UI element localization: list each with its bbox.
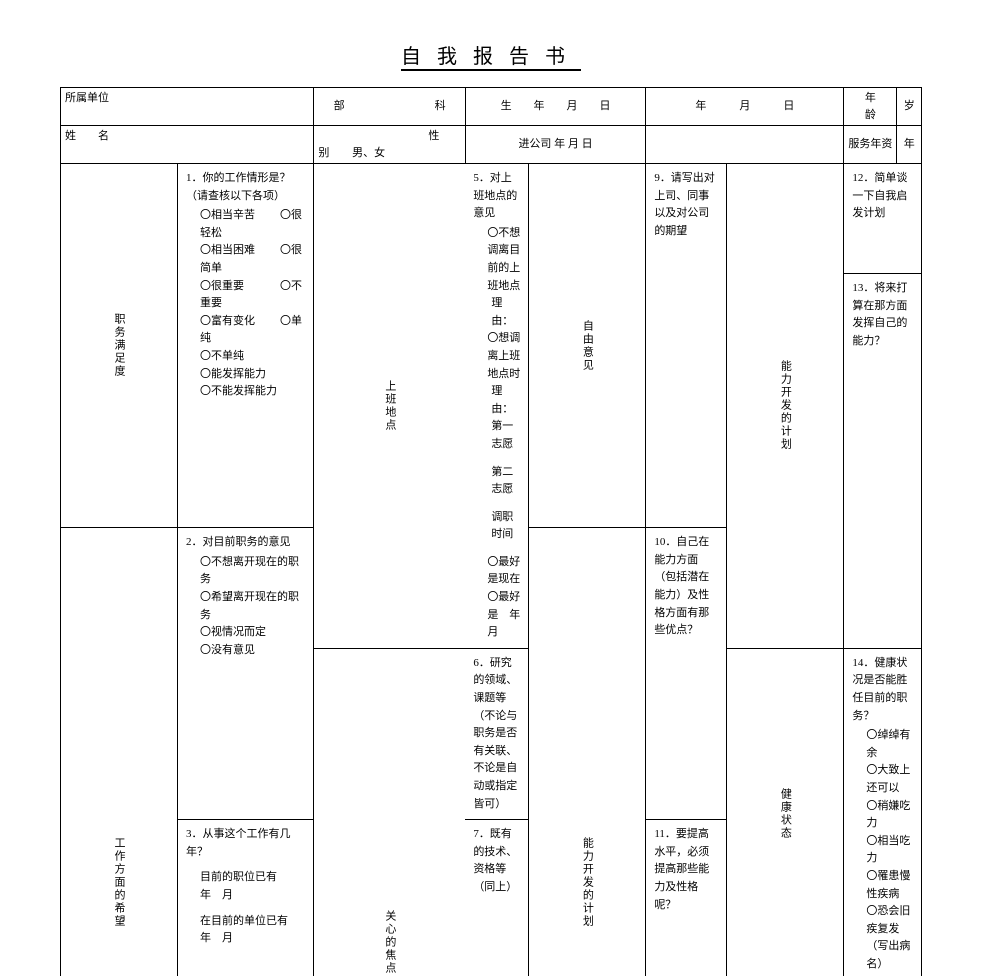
q9-text: 9．请写出对上司、同事以及对公司的期望 bbox=[654, 170, 718, 240]
q12-cell: 12．简单谈一下自我启发计划 bbox=[844, 164, 922, 274]
q5-c3: 调职时间 bbox=[473, 509, 520, 544]
q1-o3a: 〇很重要 bbox=[200, 278, 280, 296]
name-gender-cell: 性 别 男、女 bbox=[314, 126, 465, 164]
q14-cell: 14．健康状况是否能胜任目前的职务？ 〇绰绰有余 〇大致上还可以 〇稍嫌吃力 〇… bbox=[844, 648, 922, 976]
q5-r1: 理由： bbox=[473, 295, 520, 330]
q5-c2: 第二志愿 bbox=[473, 464, 520, 499]
vlabel-location: 上班地点 bbox=[314, 164, 465, 649]
q5-c1: 第一志愿 bbox=[473, 418, 520, 453]
q2-o1: 〇不想离开现在的职务 bbox=[186, 554, 305, 589]
q7-cell: 7．既有的技术、资格等（同上） bbox=[465, 820, 529, 976]
q1-o2a: 〇相当困难 bbox=[200, 242, 280, 260]
q2-cell: 2．对目前职务的意见 〇不想离开现在的职务 〇希望离开现在的职务 〇视情况而定 … bbox=[178, 528, 314, 820]
q1-o4a: 〇富有变化 bbox=[200, 313, 280, 331]
vlabel-work-hope: 工作方面的希望 bbox=[61, 528, 178, 976]
dept-text: 部 bbox=[334, 100, 345, 112]
q13-text: 13．将来打算在那方面发挥自己的能力？ bbox=[852, 280, 913, 350]
q14-o6: 〇恐会旧疾复发（写出病名） bbox=[852, 903, 913, 973]
q5-title: 5．对上班地点的意见 bbox=[473, 170, 520, 223]
unit-label: 所属单位 bbox=[61, 88, 314, 126]
q14-o2: 〇大致上还可以 bbox=[852, 762, 913, 797]
q5-last: 〇最好是现在 〇最好是 年 月 bbox=[473, 554, 520, 642]
dept-cell: 部科 bbox=[314, 88, 465, 126]
q3-cell: 3．从事这个工作有几年？ 目前的职位已有 年 月 在目前的单位已有 年 月 bbox=[178, 820, 314, 976]
q5-r2: 理由： bbox=[473, 383, 520, 418]
section-text: 科 bbox=[435, 100, 446, 112]
q2-o3: 〇视情况而定 bbox=[186, 624, 305, 642]
date-cell: 年 月 日 bbox=[646, 88, 844, 126]
q5-o1: 〇不想调离目前的上班地点 bbox=[473, 225, 520, 295]
q1-o1a: 〇相当辛苦 bbox=[200, 207, 280, 225]
q10-cell: 10．自己在能力方面（包括潜在能力）及性格方面有那些优点？ bbox=[646, 528, 727, 820]
gender-opts: 男、女 bbox=[352, 147, 385, 159]
q2-o4: 〇没有意见 bbox=[186, 642, 305, 660]
vlabel-health: 健康状态 bbox=[727, 648, 844, 976]
q9-cell: 9．请写出对上司、同事以及对公司的期望 bbox=[646, 164, 727, 528]
q11-cell: 11．要提高水平，必须提高那些能力及性格呢？ bbox=[646, 820, 727, 976]
q14-title: 14．健康状况是否能胜任目前的职务？ bbox=[852, 655, 913, 725]
q5-o2: 〇想调离上班地点时 bbox=[473, 330, 520, 383]
q11-text: 11．要提高水平，必须提高那些能力及性格呢？ bbox=[654, 826, 718, 914]
q14-o3: 〇稍嫌吃力 bbox=[852, 798, 913, 833]
q7-text: 7．既有的技术、资格等（同上） bbox=[473, 826, 520, 896]
join-label: 进公司 年 月 日 bbox=[465, 126, 646, 164]
q6-text: 6．研究的领域、课题等（不论与职务是否有关联、不论是自动或指定皆可） bbox=[473, 655, 520, 813]
q1-o7: 〇不能发挥能力 bbox=[186, 383, 305, 401]
q5-cell: 5．对上班地点的意见 〇不想调离目前的上班地点 理由： 〇想调离上班地点时 理由… bbox=[465, 164, 529, 649]
service-label: 服务年资 bbox=[844, 126, 897, 164]
q10-text: 10．自己在能力方面（包括潜在能力）及性格方面有那些优点？ bbox=[654, 534, 718, 640]
q1-cell: 1．你的工作情形是？（请查核以下各项） 〇相当辛苦〇很轻松 〇相当困难〇很简单 … bbox=[178, 164, 314, 528]
q14-o1: 〇绰绰有余 bbox=[852, 727, 913, 762]
name-label: 姓 名 bbox=[61, 126, 314, 164]
vlabel-satisfaction: 职务满足度 bbox=[61, 164, 178, 528]
q1-o5: 〇不单纯 bbox=[186, 348, 305, 366]
q14-o5: 〇罹患慢性疾病 bbox=[852, 868, 913, 903]
q1-title: 1．你的工作情形是？（请查核以下各项） bbox=[186, 170, 305, 205]
q2-o2: 〇希望离开现在的职务 bbox=[186, 589, 305, 624]
q3-l2: 在目前的单位已有 年 月 bbox=[186, 913, 305, 948]
q14-o4: 〇相当吃力 bbox=[852, 833, 913, 868]
vlabel-dev-plan: 能力开发的计划 bbox=[529, 528, 646, 976]
page-title: 自我报告书 bbox=[60, 40, 922, 69]
q6-cell: 6．研究的领域、课题等（不论与职务是否有关联、不论是自动或指定皆可） bbox=[465, 648, 529, 819]
q12-text: 12．简单谈一下自我启发计划 bbox=[852, 170, 913, 223]
age-label: 年 龄 bbox=[844, 88, 897, 126]
birth-cell: 生 年 月 日 bbox=[465, 88, 646, 126]
q3-title: 3．从事这个工作有几年？ bbox=[186, 826, 305, 861]
q1-o6: 〇能发挥能力 bbox=[186, 366, 305, 384]
vlabel-free: 自由意见 bbox=[529, 164, 646, 528]
vlabel-ability-plan: 能力开发的计划 bbox=[727, 164, 844, 649]
q13-cell: 13．将来打算在那方面发挥自己的能力？ bbox=[844, 274, 922, 649]
q2-title: 2．对目前职务的意见 bbox=[186, 534, 305, 552]
service-unit: 年 bbox=[897, 126, 922, 164]
form-table: 所属单位 部科 生 年 月 日 年 月 日 年 龄 岁 姓 名 性 别 男、女 … bbox=[60, 87, 922, 976]
join-blank bbox=[646, 126, 844, 164]
vlabel-focus: 关心的焦点 bbox=[314, 648, 465, 976]
q3-l1: 目前的职位已有 年 月 bbox=[186, 869, 305, 904]
